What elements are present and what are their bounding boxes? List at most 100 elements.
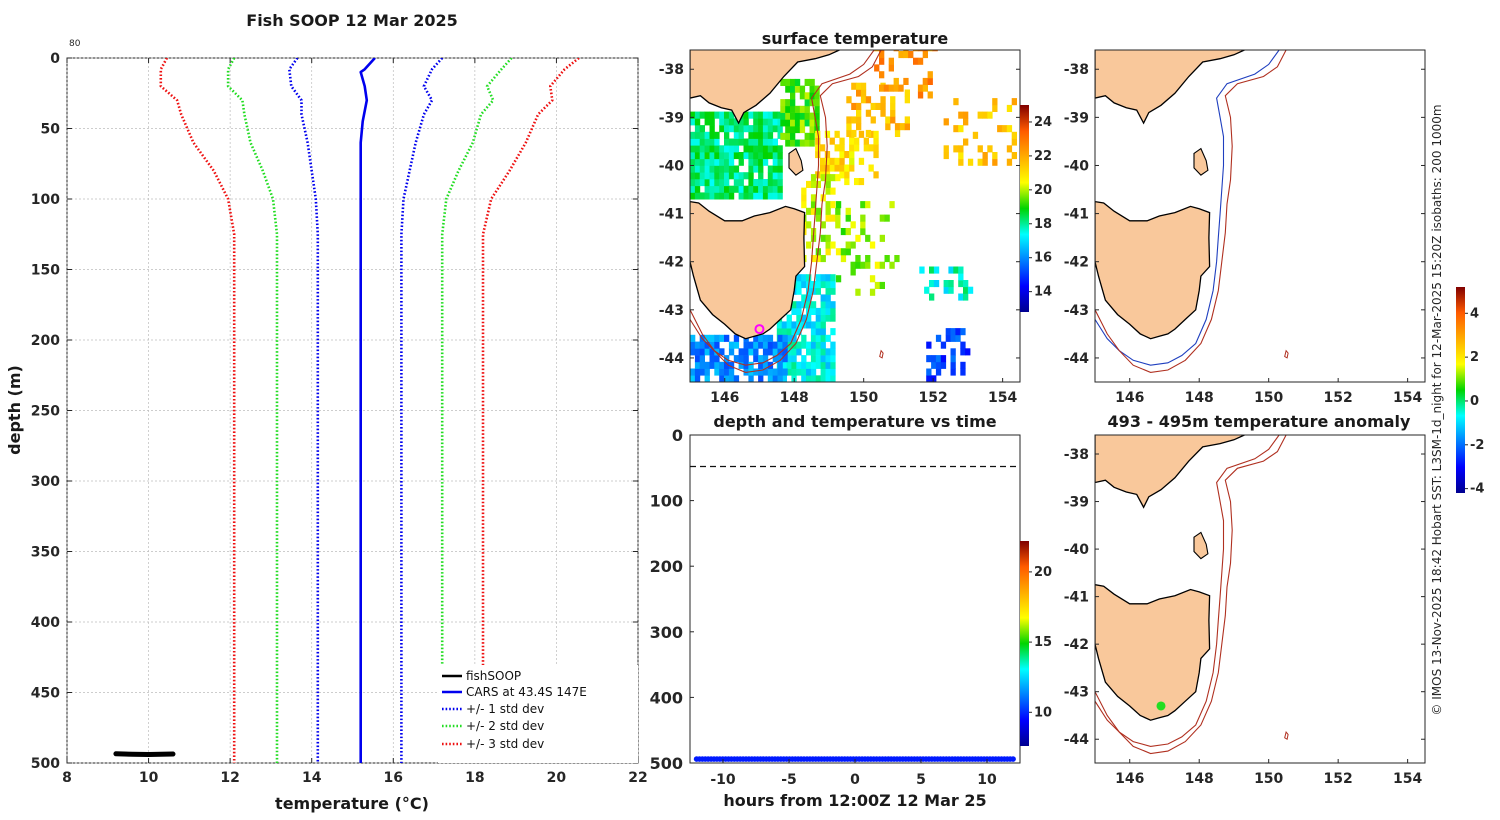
map-lat-label: -41 [1064,590,1089,606]
sst-cell [719,179,725,187]
sst-cell [738,361,744,369]
sst-cell [753,348,759,356]
anomaly-map-panel: 146 148 150 152 154-38-39-40-41-42-43-44 493… [1064,287,1484,787]
sst-cell [719,361,725,369]
sst-cell [709,131,715,139]
sst-cell [809,132,815,140]
sst-cell [940,355,947,363]
sst-cell [804,99,810,107]
sst-cell [794,126,801,134]
sst-cell [806,294,812,302]
sst-cell [865,201,871,209]
isobath-200m [1095,50,1280,366]
sst-cell [958,266,964,274]
sst-cell [854,144,860,152]
sst-cell [815,144,821,152]
sst-cell [846,96,852,104]
map-lat-label: -39 [1064,495,1089,511]
sst-cell [824,157,831,165]
sst-cell [753,355,759,363]
sst-cell [748,341,754,349]
sst-cell [855,261,861,269]
sst-cell [874,50,880,52]
sst-cell [815,334,821,342]
sst-cell [825,234,831,242]
sst-cell [714,341,720,349]
sst-cell [776,321,783,329]
sst-cell [767,165,774,173]
time-series-colorbar [1020,541,1029,746]
sst-cell [767,375,774,382]
sst-cell [777,348,783,356]
sst-cell [781,361,787,369]
sst-cell [690,152,696,160]
sst-cell [982,111,988,119]
sst-cell [850,241,856,249]
sst-cell [1011,131,1017,139]
sst-cell [728,185,735,193]
sst-cell [801,294,807,302]
sst-cell [960,361,966,369]
sst-cell [860,214,866,222]
sst-cell [955,334,961,342]
sst-cell [728,368,735,376]
x-tick-label: 0 [850,772,860,788]
sst-cell [888,64,894,72]
sst-cell [804,78,810,86]
sst-cell [709,172,715,180]
y-tick-label: 0 [672,426,683,445]
sst-cell [879,57,885,65]
sst-cell [894,123,901,131]
sst-cell [860,96,867,104]
sst-cell [967,158,974,166]
sst-cell [704,375,710,382]
sst-cell [694,348,701,356]
sst-cell [704,192,710,200]
sst-cell [972,131,979,139]
sst-cell [762,368,769,376]
sst-cell [967,286,974,294]
sst-cell [931,361,937,369]
sst-cell [724,158,730,166]
x-tick-label: 14 [302,770,322,786]
map-lat-label: -42 [1064,255,1089,271]
sst-cell [690,192,696,200]
x-tick-label: 20 [547,770,567,786]
sst-cell [904,89,910,97]
sst-cell [785,139,791,147]
sst-cell [767,341,774,349]
sst-cell [790,105,796,113]
sst-cell [733,179,740,187]
sst-cell [810,375,817,382]
tasmania-island [1095,200,1211,340]
sst-cell [704,172,710,180]
sst-cell [958,145,964,153]
map-lat-label: -43 [1064,303,1089,319]
sst-cell [796,348,802,356]
sst-cell [743,152,749,160]
legend-label-2std: +/- 2 std dev [466,719,544,733]
x-tick-label: 8 [62,770,72,786]
sst-cell [917,84,924,92]
sst-cell [714,111,720,119]
profile-ylabel: depth (m) [5,365,24,455]
sst-cell [758,111,764,119]
sst-cell [772,375,778,382]
sst-cell [753,152,759,160]
sst-cell [825,375,831,382]
sst-cell [699,138,705,146]
sst-cell [772,125,778,133]
time-series-title: depth and temperature vs time [713,412,996,431]
sst-cell [940,361,947,369]
sst-cell [790,112,796,120]
sst-cell [782,348,788,356]
sst-cell [820,321,826,329]
legend-label-cars: CARS at 43.4S 147E [466,685,587,699]
sst-cell [801,194,807,202]
sst-cell [690,145,696,153]
sst-cell [762,152,769,160]
sst-cell [814,105,820,113]
sst-cell [772,138,778,146]
sst-cell [762,131,769,139]
sst-cell [694,125,701,133]
